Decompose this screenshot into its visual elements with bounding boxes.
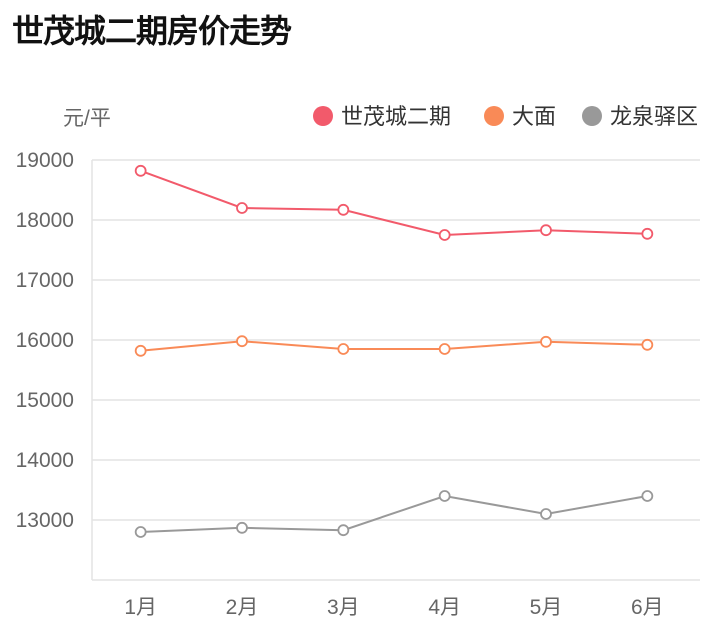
data-point [641, 490, 654, 502]
series-line [140, 169, 648, 237]
legend-marker [582, 106, 602, 126]
data-point [438, 490, 451, 502]
legend-label: 大面 [512, 104, 556, 129]
x-tick-label: 6月 [631, 596, 664, 619]
x-tick-label: 3月 [327, 596, 360, 619]
series-line [140, 494, 648, 533]
data-point [236, 202, 248, 214]
legend-marker [484, 106, 504, 126]
data-point [134, 526, 147, 538]
data-point [337, 524, 350, 537]
data-point [540, 508, 552, 520]
y-axis-unit: 元/平 [63, 107, 111, 130]
y-tick-label: 18000 [16, 209, 74, 232]
data-point [438, 343, 451, 355]
x-tick-label: 4月 [428, 596, 461, 619]
x-tick-label: 1月 [124, 596, 157, 619]
y-tick-label: 17000 [16, 269, 74, 292]
y-tick-label: 16000 [16, 329, 74, 352]
series-line [140, 340, 648, 352]
y-tick-label: 19000 [16, 149, 74, 172]
y-tick-label: 15000 [16, 389, 74, 412]
data-point [337, 343, 350, 355]
legend-label: 龙泉驿区 [610, 104, 698, 129]
data-point [540, 335, 552, 348]
legend-label: 世茂城二期 [341, 104, 451, 129]
data-point [337, 203, 350, 216]
data-point [540, 224, 552, 237]
chart-title: 世茂城二期房价走势 [12, 12, 292, 50]
x-tick-label: 5月 [530, 596, 563, 619]
data-point [641, 338, 654, 351]
legend-marker [313, 106, 333, 126]
data-point [438, 229, 451, 241]
data-point [134, 344, 147, 357]
data-point [236, 335, 248, 348]
data-point [236, 521, 248, 534]
y-tick-label: 14000 [16, 449, 74, 472]
y-tick-label: 13000 [16, 509, 74, 532]
data-point [134, 164, 147, 177]
data-point [641, 227, 654, 240]
x-tick-label: 2月 [226, 596, 259, 619]
